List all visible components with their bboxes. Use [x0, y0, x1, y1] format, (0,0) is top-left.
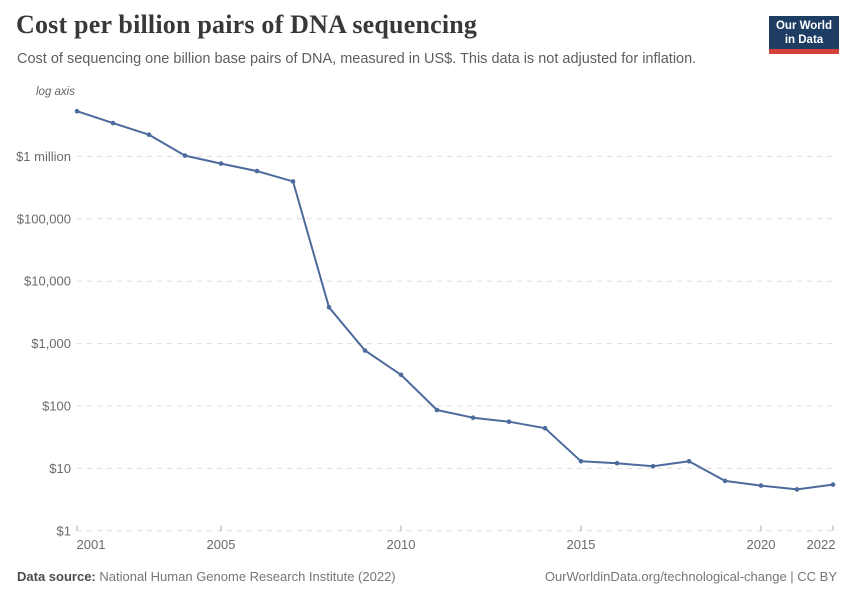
data-point-2007 [290, 179, 296, 184]
data-point-2006 [254, 168, 260, 174]
data-source-text: National Human Genome Research Institute… [95, 569, 396, 584]
data-point-2005 [218, 161, 224, 166]
y-axis-label: $10 [49, 461, 71, 476]
y-axis-label: $1 million [16, 149, 71, 164]
data-point-2009 [362, 348, 368, 353]
y-axis-label: $1 [57, 523, 71, 538]
y-axis-label: $1,000 [31, 336, 71, 351]
chart-subtitle: Cost of sequencing one billion base pair… [17, 51, 697, 67]
y-axis-label: $10,000 [24, 274, 71, 289]
x-axis-label: 2010 [387, 537, 416, 552]
data-point-2014 [542, 425, 548, 431]
data-point-2015 [578, 459, 584, 464]
data-line [76, 110, 834, 491]
data-point-2018 [686, 459, 692, 464]
data-point-2019 [722, 478, 728, 484]
data-point-2004 [182, 153, 188, 158]
x-axis-label: 2005 [207, 537, 236, 552]
owid-logo-line1: Our World [775, 20, 832, 32]
data-point-2022 [830, 482, 836, 487]
data-point-2012 [470, 415, 476, 421]
data-point-2003 [146, 132, 152, 137]
x-axis-label: 2020 [747, 537, 776, 552]
page-title: Cost per billion pairs of DNA sequencing [16, 10, 478, 39]
data-point-2002 [110, 120, 116, 126]
data-point-2008 [326, 305, 332, 310]
data-point-2010 [398, 372, 404, 378]
owid-logo[interactable]: Our World in Data [769, 16, 839, 54]
data-point-2021 [794, 487, 800, 492]
x-axis-label: 2022 [807, 537, 836, 552]
x-axis-label: 2015 [567, 537, 596, 552]
log-axis-note: log axis [36, 86, 75, 98]
data-source: Data source: National Human Genome Resea… [17, 569, 396, 584]
data-point-2011 [434, 407, 440, 413]
data-source-label: Data source: [17, 569, 96, 584]
owid-logo-line2: in Data [784, 34, 824, 46]
data-point-2020 [758, 483, 764, 488]
data-point-2017 [650, 464, 656, 469]
data-point-2013 [506, 419, 512, 425]
y-axis-label: $100 [42, 399, 71, 414]
x-axis-label: 2001 [77, 537, 106, 552]
data-point-2016 [614, 460, 620, 466]
data-point-2001 [74, 108, 80, 114]
credit-link[interactable]: OurWorldinData.org/technological-change … [544, 569, 837, 584]
y-axis-label: $100,000 [17, 211, 71, 226]
